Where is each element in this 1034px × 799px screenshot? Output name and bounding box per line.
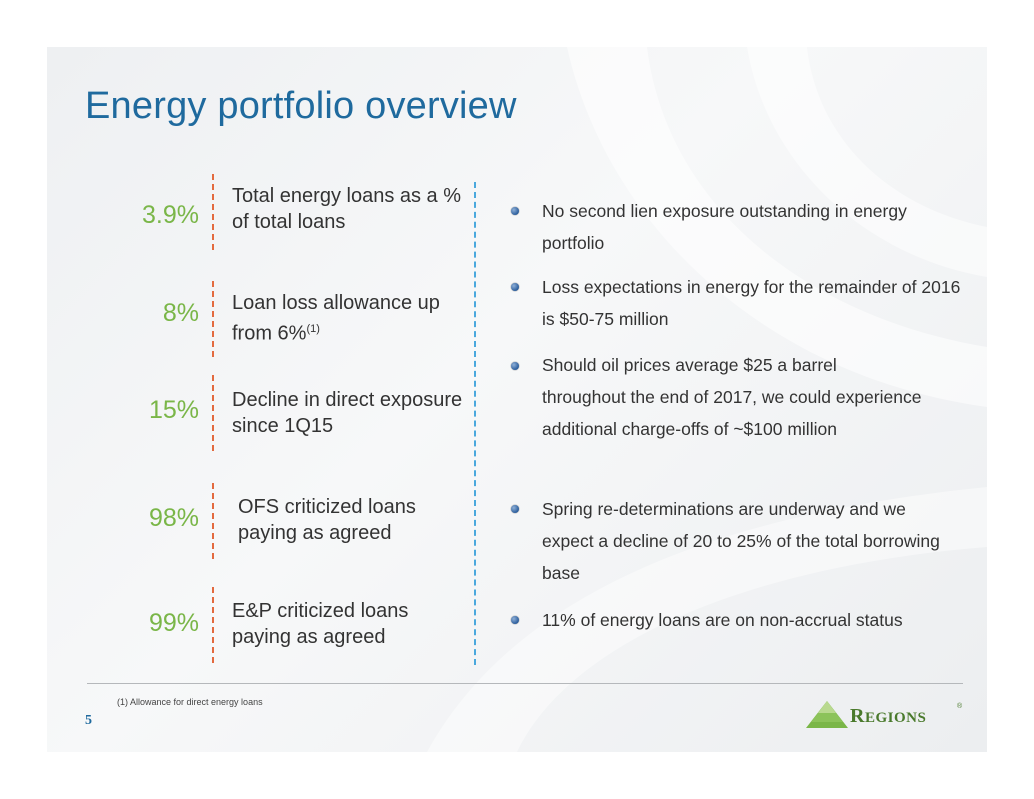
stat-value: 99% — [148, 609, 199, 637]
regions-logo-wordmark: REGIONS — [850, 705, 926, 728]
stat-divider — [212, 587, 214, 663]
stat-description: E&P criticized loans paying as agreed — [232, 600, 409, 648]
bullet-text: Should oil prices average $25 a barrel t… — [542, 355, 922, 439]
registered-mark: ® — [957, 703, 963, 710]
footnote: (1) Allowance for direct energy loans — [117, 697, 263, 707]
center-divider — [474, 182, 476, 665]
stat-description: Decline in direct exposure since 1Q15 — [232, 389, 463, 437]
bullet-text: Spring re-determinations are underway an… — [542, 499, 940, 583]
stat-value: 98% — [148, 504, 199, 532]
bullet-icon — [511, 616, 519, 624]
bullet-icon — [511, 505, 519, 513]
bullet-icon — [511, 362, 519, 370]
stat-value: 3.9% — [142, 201, 199, 229]
logo-letters: EGIONS — [864, 710, 927, 726]
bullet-text: No second lien exposure outstanding in e… — [542, 201, 907, 253]
slide: Energy portfolio overview 3.9% Total ene… — [47, 47, 987, 752]
stat-divider — [212, 375, 214, 451]
bullet-icon — [511, 283, 519, 291]
stat-description: Total energy loans as a % of total loans — [232, 185, 462, 233]
page-number: 5 — [85, 713, 92, 728]
stat-description: Loan loss allowance up from 6%(1) — [232, 290, 472, 347]
logo-letter: R — [850, 705, 865, 727]
footnote-marker: (1) — [306, 323, 320, 335]
stat-value: 15% — [148, 396, 199, 424]
page-title: Energy portfolio overview — [85, 85, 517, 127]
stat-divider — [212, 281, 214, 357]
stat-value: 8% — [162, 299, 199, 327]
bullet-text: 11% of energy loans are on non-accrual s… — [542, 610, 903, 630]
footer-divider — [87, 683, 963, 684]
stat-divider — [212, 483, 214, 559]
bullet-icon — [511, 207, 519, 215]
stat-divider — [212, 174, 214, 250]
bullet-text: Loss expectations in energy for the rema… — [542, 277, 961, 329]
regions-logo-icon — [806, 701, 848, 728]
stat-description-text: Loan loss allowance up from 6% — [232, 292, 440, 345]
stat-description: OFS criticized loans paying as agreed — [238, 496, 416, 544]
